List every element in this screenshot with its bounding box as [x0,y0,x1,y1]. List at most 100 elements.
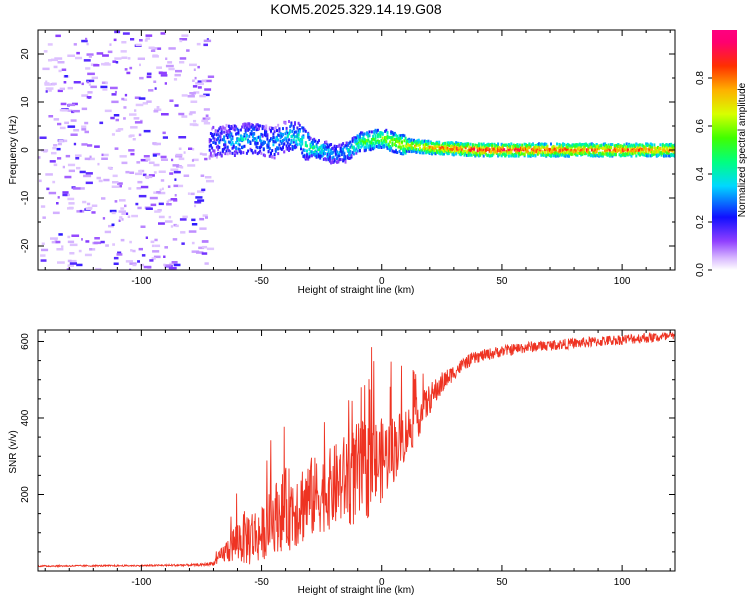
spectrogram-signal-cell [316,140,319,144]
spectrogram-noise-cell [85,240,90,243]
spectrogram-signal-cell [593,153,596,157]
spectrogram-signal-cell [604,147,607,151]
spectrogram-signal-cell [488,154,491,158]
spectrogram-signal-cell [253,127,256,131]
spectrogram-signal-cell [419,143,421,147]
spectrogram-signal-cell [346,149,349,152]
spectrogram-signal-cell [254,125,257,129]
spectrogram-signal-cell [532,151,534,155]
spectrogram-signal-cell [264,133,266,137]
spectrogram-signal-cell [445,148,448,152]
spectrogram-signal-cell [233,128,236,132]
spectrogram-signal-cell [402,151,405,154]
spectrogram-signal-cell [349,149,352,153]
spectrogram-signal-cell [660,152,663,156]
spectrogram-signal-cell [367,138,370,142]
spectrogram-signal-cell [423,146,426,150]
spectrogram-signal-cell [294,146,296,150]
spectrogram-signal-cell [571,150,574,154]
spectrogram-noise-cell [104,230,111,234]
spectrogram-signal-cell [589,143,592,147]
spectrogram-signal-cell [488,143,491,147]
spectrogram-signal-cell [237,131,240,135]
spectrogram-signal-cell [492,152,495,156]
spectrogram-signal-cell [526,146,528,150]
spectrogram-signal-cell [241,125,244,129]
spectrogram-signal-cell [515,152,518,156]
spectrogram-signal-cell [369,144,372,148]
spectrogram-signal-cell [331,160,334,164]
spectrogram-noise-cell [129,262,137,265]
spectrogram-signal-cell [563,147,566,151]
spectrogram-signal-cell [590,153,593,157]
spectrogram-signal-cell [313,153,316,157]
spectrogram-signal-cell [600,153,603,157]
spectrogram-signal-cell [213,132,216,136]
spectrogram-signal-cell [538,146,540,150]
spectrogram-noise-cell [138,247,143,251]
spectrogram-noise-cell [125,260,133,263]
spectrogram-signal-cell [414,146,417,150]
spectrogram-signal-cell [264,126,266,130]
spectrogram-noise-cell [130,152,135,156]
spectrogram-signal-cell [626,150,629,154]
spectrogram-signal-cell [389,136,391,140]
spectrogram-signal-cell [340,150,343,154]
spectrogram-noise-cell [112,243,115,246]
spectrogram-noise-cell [73,81,81,84]
spectrogram-signal-cell [251,123,254,127]
spectrogram-signal-cell [605,152,608,156]
spectrogram-signal-cell [527,154,530,158]
colorbar-ticks: 0.00.20.40.60.8 [695,71,712,277]
spectrogram-signal-cell [326,146,329,150]
spectrogram-signal-cell [376,133,379,137]
spectrogram-signal-cell [417,141,420,145]
spectrogram-noise-cell [86,42,89,46]
spectrogram-signal-cell [300,139,302,143]
spectrogram-signal-cell [655,149,658,153]
spectrogram-signal-cell [420,141,423,145]
spectrogram-signal-cell [343,155,346,159]
spectrogram-signal-cell [581,152,584,156]
spectrogram-noise-cell [57,157,62,160]
spectrogram-signal-cell [292,146,295,150]
spectrogram-noise-cell [109,43,112,46]
spectrogram-signal-cell [504,154,507,158]
spectrogram-signal-cell [521,152,524,156]
spectrogram-signal-cell [237,147,240,151]
spectrogram-signal-cell [586,143,589,147]
spectrogram-signal-cell [352,147,355,150]
spectrogram-signal-cell [410,150,413,154]
spectrogram-signal-cell [261,143,264,147]
spectrogram-signal-cell [500,142,503,146]
spectrogram-signal-cell [468,148,471,152]
spectrogram-signal-cell [256,128,259,131]
spectrogram-noise-cell [87,144,93,147]
spectrogram-signal-cell [369,140,372,144]
spectrogram-signal-cell [546,150,549,154]
spectrogram-signal-cell [667,149,670,153]
spectrogram-signal-cell [403,134,406,138]
spectrogram-signal-cell [513,154,516,158]
spectrogram-signal-cell [342,158,345,162]
spectrogram-signal-cell [227,128,230,132]
spectrogram-noise-cell [81,238,83,241]
spectrogram-signal-cell [220,127,223,131]
spectrogram-noise-cell [101,153,104,157]
snr-ylabel: SNR (v/v) [8,430,19,473]
spectrogram-signal-cell [262,141,265,145]
spectrogram-signal-cell [431,148,433,152]
spectrogram-noise-cell [173,223,177,227]
spectrogram-signal-cell [440,151,443,155]
spectrogram-noise-cell [121,41,127,44]
spectrogram-signal-cell [387,143,390,147]
spectrogram-signal-cell [511,146,514,150]
spectrogram-signal-cell [580,148,583,152]
spectrogram-signal-cell [328,143,331,147]
spectrogram-signal-cell [244,137,247,141]
spectrogram-signal-cell [362,142,365,146]
spectrogram-signal-cell [230,138,233,142]
spectrogram-signal-cell [434,152,437,156]
spectrogram-signal-cell [593,151,596,155]
spectrogram-signal-cell [392,150,395,154]
